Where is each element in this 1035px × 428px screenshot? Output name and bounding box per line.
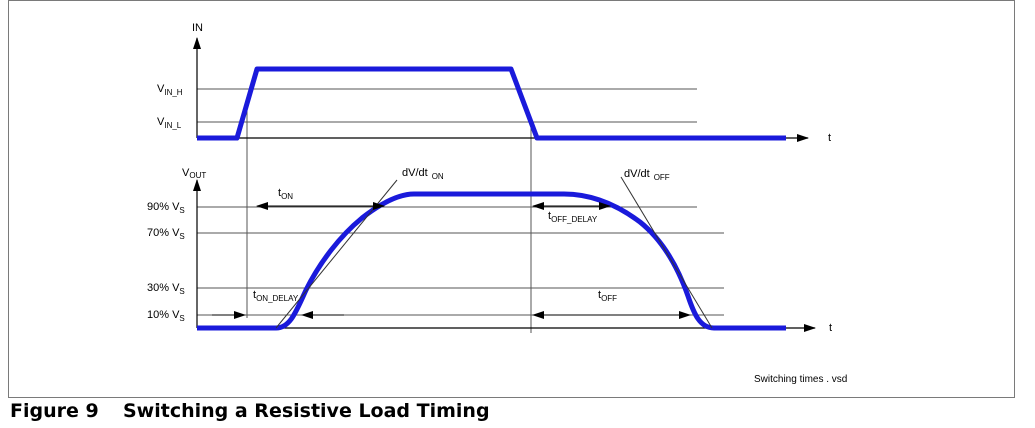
vin-l-label: VIN_L	[157, 116, 182, 130]
pct10-label: 10% VS	[147, 309, 185, 323]
pct90-label: 90% VS	[147, 201, 185, 215]
dvdt-off-slope-line	[620, 176, 713, 329]
input-waveform	[197, 66, 786, 141]
dvdt-on-label: dV/dt ON	[402, 167, 444, 181]
figure-number: Figure 9	[10, 400, 99, 422]
diagram-frame	[8, 0, 1015, 398]
pct70-label: 70% VS	[147, 227, 185, 241]
t-on-label: tON	[278, 187, 293, 201]
pct30-label: 30% VS	[147, 282, 185, 296]
figure-caption: Figure 9 Switching a Resistive Load Timin…	[10, 400, 490, 422]
t-on-delay-label: tON_DELAY	[253, 289, 299, 303]
vout-axis-label: VOUT	[182, 167, 206, 180]
t-off-delay-label: tOFF_DELAY	[548, 210, 598, 224]
switching-timing-diagram: IN VOUT t t VIN_H VIN_L 90% VS 70% VS 30…	[147, 22, 847, 385]
file-name-label: Switching times . vsd	[754, 374, 847, 385]
top-time-axis-label: t	[828, 132, 831, 144]
dvdt-off-label: dV/dt OFF	[624, 168, 670, 182]
bottom-time-axis-label: t	[829, 322, 832, 334]
vin-h-label: VIN_H	[157, 83, 183, 97]
in-axis-label: IN	[192, 22, 203, 34]
output-waveform	[197, 191, 786, 331]
t-off-label: tOFF	[598, 289, 617, 303]
figure-title: Switching a Resistive Load Timing	[123, 400, 490, 422]
dvdt-on-slope-line	[275, 179, 398, 329]
